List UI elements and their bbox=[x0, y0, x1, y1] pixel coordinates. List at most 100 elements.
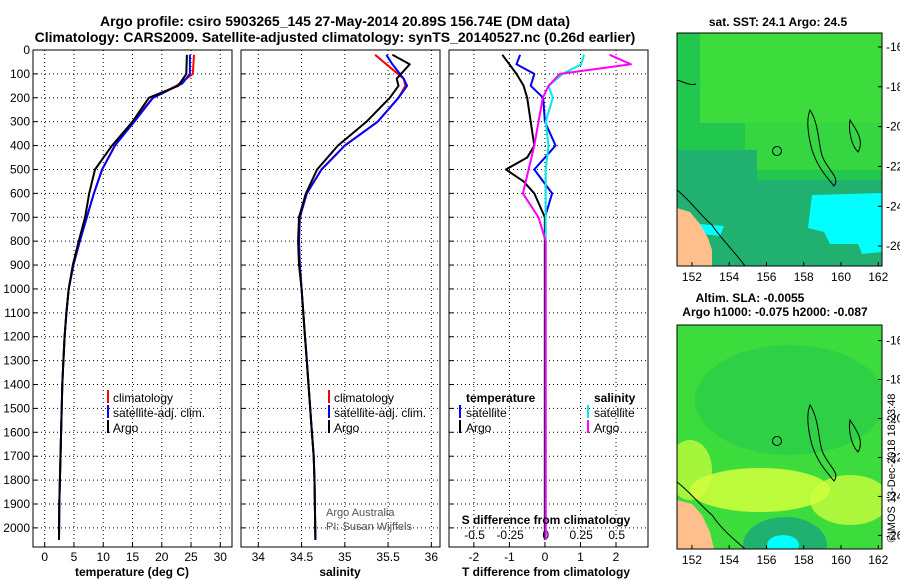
series-line-salinity-satellite bbox=[544, 54, 585, 540]
sla-map-title-1: Altim. SLA: -0.0055 bbox=[696, 291, 805, 305]
sla-field-green-blob bbox=[695, 345, 882, 455]
sla-field-yellow-blob bbox=[690, 468, 830, 512]
legend-label-climatology: climatology bbox=[113, 391, 173, 405]
x-tick-label: 0 bbox=[542, 550, 549, 564]
sst-contour-north bbox=[677, 79, 697, 85]
lat-tick-label: -24 bbox=[886, 199, 900, 213]
x-tick-label: 36 bbox=[425, 550, 439, 564]
sla-map: Altim. SLA: -0.0055 Argo h1000: -0.075 h… bbox=[676, 291, 900, 567]
legend-label-climatology: climatology bbox=[334, 391, 394, 405]
temperature-grid bbox=[33, 49, 232, 547]
depth-tick-label: 1600 bbox=[3, 425, 30, 439]
x-tick-label: 10 bbox=[97, 550, 111, 564]
lon-tick-label: 162 bbox=[868, 553, 888, 567]
x-tick-label: -1 bbox=[504, 550, 515, 564]
legend-label-argo: Argo bbox=[113, 421, 139, 435]
sla-contour-reef-2 bbox=[849, 418, 861, 453]
x-tick-label: 35 bbox=[338, 550, 352, 564]
sst-field-bright bbox=[700, 33, 882, 123]
lat-tick-label: -16 bbox=[886, 40, 900, 54]
title-line-1: Argo profile: csiro 5903265_145 27-May-2… bbox=[100, 13, 570, 29]
depth-tick-label: 300 bbox=[10, 115, 30, 129]
temperature-lines bbox=[58, 54, 195, 540]
sst-map-title: sat. SST: 24.1 Argo: 24.5 bbox=[709, 15, 848, 29]
sst-map-ticks: 152 154 156 158 160 162 -16 -18 -20 -22 -24 -26 bbox=[682, 40, 900, 284]
depth-tick-label: 500 bbox=[10, 162, 30, 176]
temperature-panel: 0100200300400500600700800900100011001200… bbox=[3, 43, 233, 579]
depth-tick-label: 1500 bbox=[3, 401, 30, 415]
sla-field-yellow-blob-2 bbox=[810, 475, 882, 525]
depth-tick-label: 700 bbox=[10, 210, 30, 224]
temperature-legend: climatology satellite-adj. clim. Argo bbox=[107, 390, 205, 435]
sla-field-low-core bbox=[767, 535, 799, 549]
credit-line-2: PI: Susan Wijffels bbox=[326, 521, 412, 533]
legend-title-temperature: temperature bbox=[466, 391, 536, 405]
series-line-temperature-argo bbox=[501, 54, 546, 540]
sst-contour-coast bbox=[677, 189, 746, 266]
depth-tick-label: 1000 bbox=[3, 282, 30, 296]
sst-map-field bbox=[677, 33, 882, 266]
depth-tick-label: 100 bbox=[10, 67, 30, 81]
x-tick-label: -2 bbox=[469, 550, 480, 564]
sla-map-ticks: 152 154 156 158 160 162 -16 -18 -20 -22 -24 -26 bbox=[682, 334, 900, 567]
sla-map-title-2: Argo h1000: -0.075 h2000: -0.087 bbox=[682, 305, 868, 319]
salinity-lines bbox=[297, 53, 411, 540]
sst-field-bright-2 bbox=[745, 110, 882, 170]
series-line-salinity-argo bbox=[521, 53, 632, 540]
title-line-2: Climatology: CARS2009. Satellite-adjuste… bbox=[35, 29, 636, 45]
difference-panel: -2 -1 0 1 2 -0.5 -0.25 0 0.25 0.5 T difference f… bbox=[448, 49, 649, 579]
lat-tick-label: -18 bbox=[886, 80, 900, 94]
lat-tick-label: -26 bbox=[886, 239, 900, 253]
salinity-grid bbox=[241, 49, 440, 547]
lon-tick-label: 160 bbox=[831, 270, 851, 284]
sst-contour-reef bbox=[807, 108, 837, 187]
salinity-difference-tick-label: 0.25 bbox=[570, 528, 594, 542]
series-line-argo bbox=[58, 54, 188, 540]
salinity-tick-labels: 34 34.5 35 35.5 36 bbox=[252, 550, 439, 564]
depth-tick-label: 1300 bbox=[3, 354, 30, 368]
depth-tick-label: 400 bbox=[10, 139, 30, 153]
sla-map-frame bbox=[676, 324, 883, 550]
sst-map-frame bbox=[676, 32, 883, 267]
difference-legend: temperature satellite Argo salinity sate… bbox=[459, 391, 636, 435]
depth-tick-label: 0 bbox=[23, 43, 30, 57]
legend-label-t-argo: Argo bbox=[466, 421, 492, 435]
x-tick-label: 25 bbox=[184, 550, 198, 564]
lon-tick-label: 156 bbox=[756, 270, 776, 284]
series-line-argo bbox=[297, 53, 411, 540]
legend-label-s-argo: Argo bbox=[594, 421, 620, 435]
depth-tick-labels: 0 100 200 300 400 500 600 700 800 900 1000 1100 1200… bbox=[3, 43, 30, 535]
x-tick-label: 2 bbox=[613, 550, 620, 564]
salinity-xlabel: salinity bbox=[319, 565, 361, 579]
legend-label-satellite: satellite-adj. clim. bbox=[334, 406, 426, 420]
sst-cyan-patch bbox=[808, 193, 882, 254]
salinity-difference-tick-label: -0.5 bbox=[464, 528, 485, 542]
lat-tick-label: -20 bbox=[886, 411, 900, 425]
depth-tick-label: 2000 bbox=[3, 521, 30, 535]
sst-land bbox=[677, 208, 712, 266]
footer-stamp: ©IMOS 13-Dec-2018 18:23:48 bbox=[886, 394, 898, 543]
depth-tick-label: 600 bbox=[10, 186, 30, 200]
difference-grid bbox=[449, 49, 648, 547]
series-line-satellite-adj-clim- bbox=[298, 54, 409, 540]
x-tick-label: 15 bbox=[126, 550, 140, 564]
legend-label-t-satellite: satellite bbox=[466, 406, 507, 420]
lat-tick-label: -22 bbox=[886, 159, 900, 173]
x-tick-label: 1 bbox=[577, 550, 584, 564]
sst-map: sat. SST: 24.1 Argo: 24.5 152 154 156 158 16… bbox=[676, 15, 900, 284]
salinity-difference-tick-label: 0.5 bbox=[608, 528, 625, 542]
legend-label-satellite: satellite-adj. clim. bbox=[113, 406, 205, 420]
lon-tick-label: 158 bbox=[794, 270, 814, 284]
difference-frame bbox=[448, 49, 649, 548]
salinity-difference-label: S difference from climatology bbox=[462, 513, 631, 527]
sla-land bbox=[677, 500, 714, 549]
x-tick-label: 20 bbox=[155, 550, 169, 564]
lat-tick-label: -26 bbox=[886, 528, 900, 542]
sst-contour-reef-2 bbox=[849, 118, 861, 153]
depth-tick-label: 900 bbox=[10, 258, 30, 272]
lat-tick-label: -24 bbox=[886, 489, 900, 503]
lon-tick-label: 154 bbox=[719, 553, 739, 567]
difference-xlabel: T difference from climatology bbox=[462, 565, 630, 579]
sst-argo-location bbox=[772, 146, 782, 156]
lon-tick-label: 156 bbox=[756, 553, 776, 567]
